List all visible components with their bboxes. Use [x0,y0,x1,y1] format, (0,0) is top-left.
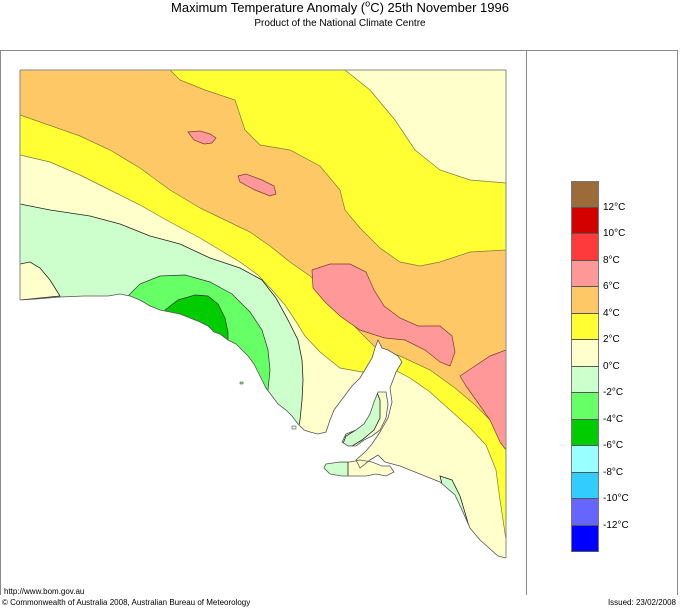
legend-swatch [571,393,599,420]
legend-label: 10°C [603,228,626,239]
legend-swatch [571,525,599,552]
copyright-text: © Commonwealth of Australia 2008, Austra… [2,598,251,607]
legend-swatch [571,499,599,526]
legend-swatch [571,419,599,446]
legend-label: 12°C [603,202,626,213]
issued-date: Issued: 23/02/2008 [607,598,676,607]
page-subtitle: Product of the National Climate Centre [254,18,426,29]
legend-label: -10°C [603,493,629,504]
legend-label: -8°C [603,467,624,478]
legend-swatch [571,446,599,473]
legend-label: 4°C [603,308,620,319]
legend-label: 0°C [603,361,620,372]
legend-swatch [571,260,599,287]
legend-swatch [571,472,599,499]
legend-label: -2°C [603,387,624,398]
legend-swatch [571,340,599,367]
legend-swatch [571,366,599,393]
legend-divider [526,50,527,595]
color-legend [571,181,599,552]
legend-label: -4°C [603,414,624,425]
legend-label: -6°C [603,440,624,451]
legend-label: -12°C [603,520,629,531]
legend-swatch [571,287,599,314]
page-title: Maximum Temperature Anomaly (oC) 25th No… [171,0,509,15]
legend-label: 8°C [603,255,620,266]
map-frame [0,50,678,595]
legend-swatch [571,207,599,234]
legend-swatch [571,313,599,340]
legend-swatch [571,234,599,261]
source-url[interactable]: http://www.bom.gov.au [4,587,85,596]
legend-swatch [571,181,599,208]
legend-label: 6°C [603,281,620,292]
legend-label: 2°C [603,334,620,345]
